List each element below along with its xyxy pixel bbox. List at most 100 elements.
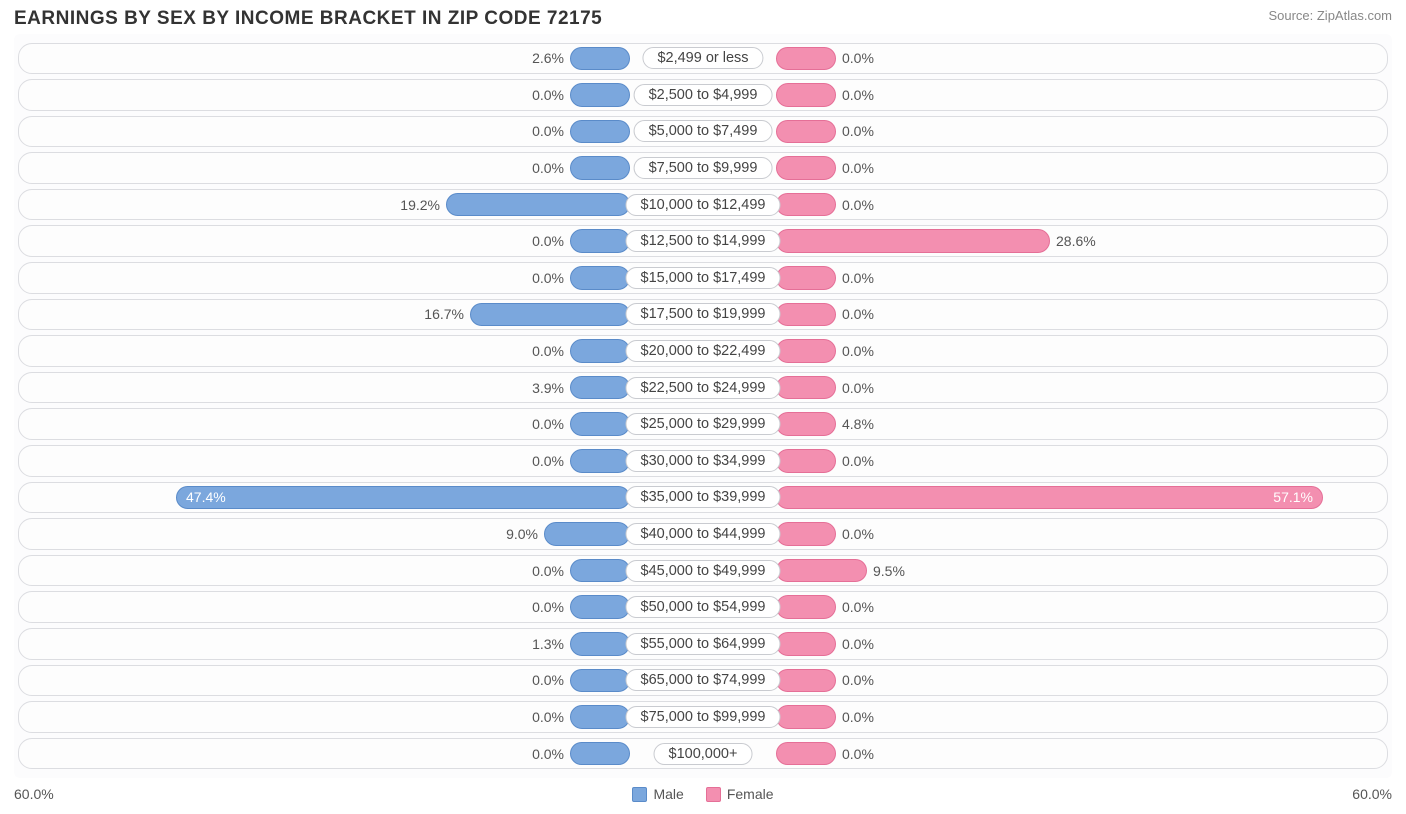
male-bar: [570, 156, 630, 180]
male-value: 0.0%: [532, 599, 564, 615]
female-value: 0.0%: [842, 270, 874, 286]
female-value: 0.0%: [842, 160, 874, 176]
male-bar: [570, 339, 630, 363]
bracket-label: $17,500 to $19,999: [626, 303, 781, 325]
legend-male-label: Male: [653, 786, 683, 802]
male-value: 0.0%: [532, 746, 564, 762]
bar-row: $40,000 to $44,999 9.0% 0.0%: [18, 518, 1388, 550]
female-value: 28.6%: [1056, 233, 1096, 249]
male-value: 0.0%: [532, 87, 564, 103]
bracket-label: $10,000 to $12,499: [626, 194, 781, 216]
male-bar: [570, 83, 630, 107]
male-bar: [570, 742, 630, 766]
chart-header: EARNINGS BY SEX BY INCOME BRACKET IN ZIP…: [0, 0, 1406, 34]
female-bar: [776, 83, 836, 107]
male-value: 0.0%: [532, 123, 564, 139]
male-bar: [570, 449, 630, 473]
bar-row: $100,000+0.0%0.0%: [18, 738, 1388, 770]
female-value: 0.0%: [842, 123, 874, 139]
bar-row: $35,000 to $39,99947.4%57.1%: [18, 482, 1388, 514]
female-value: 0.0%: [842, 672, 874, 688]
male-value: 9.0%: [506, 526, 538, 542]
female-bar: [776, 303, 836, 327]
female-value: 0.0%: [842, 453, 874, 469]
chart-footer: 60.0% Male Female 60.0%: [14, 780, 1392, 808]
male-value: 0.0%: [532, 160, 564, 176]
female-bar: [776, 559, 867, 583]
male-bar: [176, 486, 630, 510]
female-bar: [776, 522, 836, 546]
bracket-label: $25,000 to $29,999: [626, 413, 781, 435]
bracket-label: $65,000 to $74,999: [626, 669, 781, 691]
female-value: 0.0%: [842, 197, 874, 213]
bracket-label: $40,000 to $44,999: [626, 523, 781, 545]
chart-title: EARNINGS BY SEX BY INCOME BRACKET IN ZIP…: [14, 8, 602, 30]
bar-row: $50,000 to $54,9990.0%0.0%: [18, 591, 1388, 623]
bracket-label: $22,500 to $24,999: [626, 377, 781, 399]
male-bar: [570, 229, 630, 253]
bar-row: $55,000 to $64,9991.3%0.0%: [18, 628, 1388, 660]
male-value: 0.0%: [532, 343, 564, 359]
female-value: 0.0%: [842, 526, 874, 542]
female-bar: [776, 339, 836, 363]
male-bar: [570, 632, 630, 656]
legend-male-swatch: [632, 787, 647, 802]
male-bar: [570, 595, 630, 619]
bracket-label: $2,499 or less: [642, 47, 763, 69]
bracket-label: $55,000 to $64,999: [626, 633, 781, 655]
bracket-label: $15,000 to $17,499: [626, 267, 781, 289]
female-bar: [776, 266, 836, 290]
male-value: 3.9%: [532, 380, 564, 396]
female-value: 0.0%: [842, 50, 874, 66]
male-bar: [570, 559, 630, 583]
bracket-label: $30,000 to $34,999: [626, 450, 781, 472]
female-bar: [776, 376, 836, 400]
bar-row: $45,000 to $49,9990.0%9.5%: [18, 555, 1388, 587]
female-value: 0.0%: [842, 343, 874, 359]
male-value: 0.0%: [532, 563, 564, 579]
female-bar: [776, 449, 836, 473]
legend-female-swatch: [706, 787, 721, 802]
bar-row: $10,000 to $12,499 19.2% 0.0%: [18, 189, 1388, 221]
bracket-label: $35,000 to $39,999: [626, 486, 781, 508]
male-bar: [570, 705, 630, 729]
female-bar: [776, 120, 836, 144]
female-value: 0.0%: [842, 380, 874, 396]
male-bar: [446, 193, 630, 217]
female-value: 4.8%: [842, 416, 874, 432]
male-value: 2.6%: [532, 50, 564, 66]
male-value: 0.0%: [532, 453, 564, 469]
bar-row: $25,000 to $29,9990.0%4.8%: [18, 408, 1388, 440]
bar-row: $22,500 to $24,999 3.9% 0.0%: [18, 372, 1388, 404]
female-bar: [776, 486, 1323, 510]
bracket-label: $75,000 to $99,999: [626, 706, 781, 728]
bracket-label: $45,000 to $49,999: [626, 560, 781, 582]
female-bar: [776, 193, 836, 217]
chart-area: $2,499 or less 2.6% 0.0% $2,500 to $4,999 0.…: [14, 34, 1392, 778]
bar-row: $75,000 to $99,9990.0%0.0%: [18, 701, 1388, 733]
male-bar: [570, 376, 630, 400]
male-value: 0.0%: [532, 672, 564, 688]
bracket-label: $100,000+: [654, 743, 753, 765]
female-bar: [776, 742, 836, 766]
bracket-label: $12,500 to $14,999: [626, 230, 781, 252]
axis-label-left: 60.0%: [14, 786, 54, 802]
female-value: 57.1%: [1273, 489, 1313, 505]
male-value: 19.2%: [400, 197, 440, 213]
bracket-label: $50,000 to $54,999: [626, 596, 781, 618]
female-bar: [776, 705, 836, 729]
chart-rows: $2,499 or less 2.6% 0.0% $2,500 to $4,999 0.…: [14, 40, 1392, 772]
legend-female: Female: [706, 786, 774, 802]
female-value: 0.0%: [842, 636, 874, 652]
female-bar: [776, 669, 836, 693]
male-bar: [570, 47, 630, 71]
bracket-label: $20,000 to $22,499: [626, 340, 781, 362]
female-value: 0.0%: [842, 87, 874, 103]
male-bar: [570, 669, 630, 693]
female-bar: [776, 412, 836, 436]
legend-female-label: Female: [727, 786, 774, 802]
bracket-label: $2,500 to $4,999: [634, 84, 773, 106]
bar-row: $7,500 to $9,9990.0%0.0%: [18, 152, 1388, 184]
male-value: 0.0%: [532, 233, 564, 249]
axis-label-right: 60.0%: [1352, 786, 1392, 802]
